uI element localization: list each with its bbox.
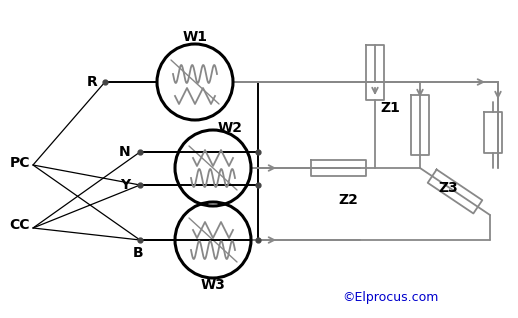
Text: Z1: Z1	[380, 101, 400, 115]
Text: ©Elprocus.com: ©Elprocus.com	[342, 292, 438, 305]
Text: W3: W3	[200, 278, 225, 292]
Text: Y: Y	[120, 178, 130, 192]
Text: PC: PC	[10, 156, 30, 170]
Text: Z3: Z3	[438, 181, 458, 195]
Text: W2: W2	[218, 121, 242, 135]
Text: R: R	[87, 75, 97, 89]
Text: N: N	[119, 145, 131, 159]
Text: B: B	[133, 246, 143, 260]
Text: W1: W1	[182, 30, 208, 44]
Text: CC: CC	[10, 218, 30, 232]
Text: Z2: Z2	[338, 193, 358, 207]
